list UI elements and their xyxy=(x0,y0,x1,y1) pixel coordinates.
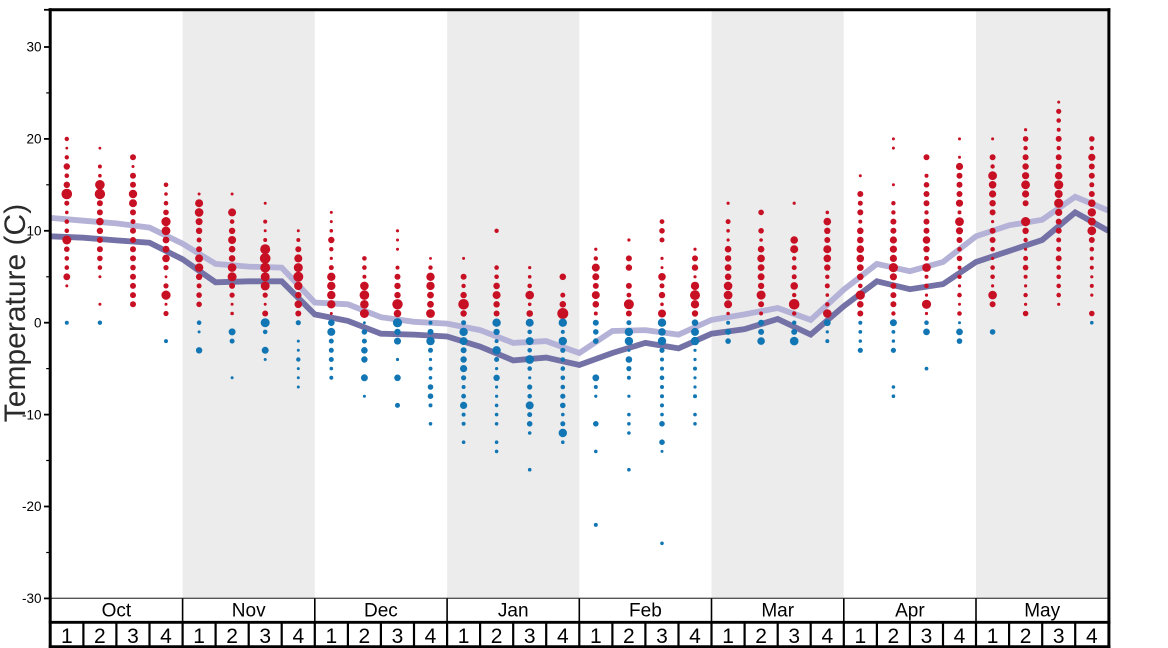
svg-text:4: 4 xyxy=(160,625,172,648)
svg-text:3: 3 xyxy=(656,625,668,648)
svg-text:4: 4 xyxy=(292,625,304,648)
svg-text:Mar: Mar xyxy=(761,601,794,622)
svg-text:2: 2 xyxy=(888,625,900,648)
svg-text:1: 1 xyxy=(987,625,999,648)
svg-text:30: 30 xyxy=(26,40,41,55)
svg-text:2: 2 xyxy=(94,625,106,648)
svg-text:May: May xyxy=(1024,601,1060,622)
svg-text:3: 3 xyxy=(524,625,536,648)
svg-text:3: 3 xyxy=(1053,625,1065,648)
svg-text:4: 4 xyxy=(557,625,569,648)
svg-text:3: 3 xyxy=(259,625,271,648)
svg-text:Temperature (C): Temperature (C) xyxy=(0,204,32,422)
svg-text:Apr: Apr xyxy=(895,601,925,622)
svg-text:3: 3 xyxy=(788,625,800,648)
svg-text:3: 3 xyxy=(921,625,933,648)
svg-text:1: 1 xyxy=(722,625,734,648)
svg-text:1: 1 xyxy=(854,625,866,648)
svg-text:2: 2 xyxy=(491,625,503,648)
svg-text:Feb: Feb xyxy=(629,601,662,622)
svg-text:10: 10 xyxy=(26,224,41,239)
svg-text:4: 4 xyxy=(1086,625,1098,648)
svg-text:Nov: Nov xyxy=(232,601,266,622)
svg-text:2: 2 xyxy=(623,625,635,648)
svg-text:4: 4 xyxy=(954,625,966,648)
svg-text:0: 0 xyxy=(34,315,42,330)
svg-text:-30: -30 xyxy=(22,591,42,606)
svg-text:2: 2 xyxy=(1020,625,1032,648)
svg-text:4: 4 xyxy=(821,625,833,648)
svg-text:2: 2 xyxy=(755,625,767,648)
svg-text:3: 3 xyxy=(127,625,139,648)
svg-text:1: 1 xyxy=(458,625,470,648)
svg-text:Dec: Dec xyxy=(364,601,398,622)
svg-text:Jan: Jan xyxy=(498,601,529,622)
svg-text:4: 4 xyxy=(425,625,437,648)
svg-text:1: 1 xyxy=(61,625,73,648)
svg-text:2: 2 xyxy=(359,625,371,648)
svg-text:2: 2 xyxy=(226,625,238,648)
svg-text:-20: -20 xyxy=(22,499,42,514)
svg-text:4: 4 xyxy=(689,625,701,648)
svg-text:1: 1 xyxy=(325,625,337,648)
svg-text:1: 1 xyxy=(193,625,205,648)
svg-text:1: 1 xyxy=(590,625,602,648)
svg-text:20: 20 xyxy=(26,132,41,147)
svg-text:3: 3 xyxy=(392,625,404,648)
svg-text:-10: -10 xyxy=(22,407,42,422)
svg-text:Oct: Oct xyxy=(102,601,132,622)
